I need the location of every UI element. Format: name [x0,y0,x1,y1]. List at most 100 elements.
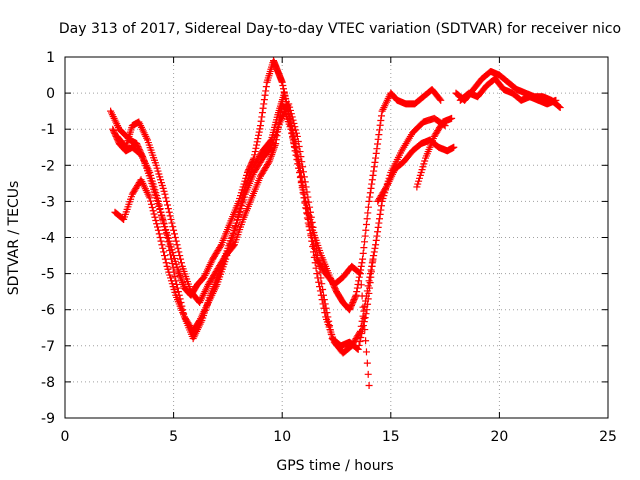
data-point [364,295,372,303]
data-point [363,359,371,367]
y-tick-label: -9 [41,411,55,427]
data-point [157,237,165,245]
data-point [321,300,329,308]
data-point [374,223,382,231]
y-tick-label: -2 [41,158,55,174]
data-point [369,171,377,179]
data-point [295,164,303,172]
data-point [217,242,225,250]
data-point [372,154,380,162]
data-point [308,234,316,241]
data-point [364,370,372,378]
data-point [437,96,445,104]
data-point [360,314,368,322]
data-point [289,134,297,142]
data-point [158,212,166,220]
data-point [363,215,371,223]
data-point [230,242,238,250]
data-point [171,272,179,280]
data-point [172,237,180,245]
data-point [278,78,286,86]
data-point [300,194,308,202]
data-point [165,242,173,250]
data-point [375,219,383,227]
data-point [170,230,178,238]
data-point [165,208,173,216]
data-point [163,234,171,241]
data-point [158,241,166,249]
y-tick-label: -8 [41,375,55,391]
x-tick-label: 20 [490,429,508,445]
series-track-e [374,136,458,205]
data-point [146,194,154,202]
data-point [273,132,281,140]
y-tick-label: 1 [46,50,55,66]
data-point [261,91,269,99]
data-point [163,197,171,205]
data-point [376,121,384,129]
x-tick-label: 5 [169,429,178,445]
data-point [162,230,170,238]
data-point [302,204,310,212]
data-point [376,126,384,134]
data-point [164,238,172,246]
data-point [160,219,168,227]
x-tick-label: 25 [599,429,617,445]
y-tick-label: -4 [41,231,55,247]
x-tick-label: 0 [61,429,70,445]
grid-lines [65,57,608,418]
data-point [302,183,310,191]
data-point [164,201,172,209]
data-point [291,147,299,155]
data-point [251,148,259,156]
data-point [150,210,158,218]
data-point [362,310,370,318]
data-point [152,217,160,225]
data-point [174,288,182,296]
data-point [363,306,371,314]
data-point [170,226,178,234]
data-point [260,96,268,104]
data-point [320,296,328,304]
data-point [174,284,182,292]
data-point [275,120,283,128]
data-point [362,337,370,345]
data-point [161,226,169,234]
data-point [358,259,366,267]
data-point [555,103,563,111]
data-point [290,119,298,127]
data-point [359,249,367,257]
data-point [174,244,182,252]
data-point [272,140,280,148]
data-point [372,241,380,249]
data-point [254,135,262,143]
y-tick-label: -5 [41,267,55,283]
data-point [276,116,284,124]
data-point [359,303,367,311]
data-point [319,291,327,299]
data-point [307,230,315,238]
data-point [374,140,382,148]
data-point [310,228,318,236]
data-point [296,148,304,156]
data-point [294,160,302,168]
data-point [285,100,293,108]
data-point [156,234,164,241]
data-point [324,313,332,321]
y-tick-label: -7 [41,339,55,355]
data-point [370,167,378,175]
data-point [153,220,161,228]
data-point [148,204,156,212]
data-point [309,237,317,245]
data-point [290,143,298,151]
data-point [369,252,377,260]
data-point [357,333,365,341]
data-point [272,136,280,144]
data-point [253,138,261,146]
data-point [374,228,382,236]
data-point [262,83,270,91]
data-point [354,345,362,353]
data-point [161,190,169,198]
data-point [173,241,181,249]
